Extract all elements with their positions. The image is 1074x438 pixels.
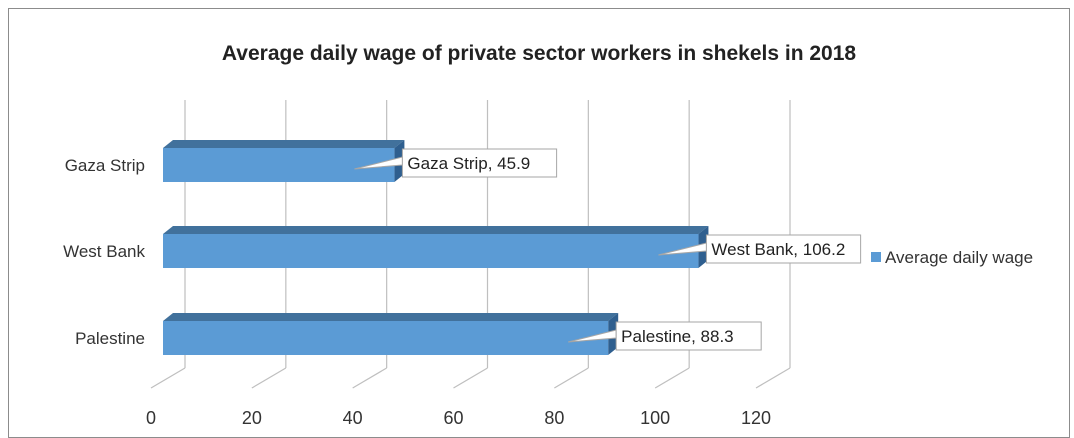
data-label-box [705,234,862,264]
bar-top [163,313,619,321]
gridline-floor [352,367,387,389]
x-tick-label: 60 [443,408,463,428]
gridline-floor [453,367,488,389]
y-tick-label: Palestine [75,329,145,348]
data-label-box [615,321,762,351]
x-tick-label: 80 [544,408,564,428]
x-tick-label: 100 [640,408,670,428]
bar [163,148,395,182]
legend-swatch [871,252,881,262]
bar-top [163,226,709,234]
x-tick-label: 120 [741,408,771,428]
data-label: West Bank, 106.2 [711,240,845,259]
legend-label: Average daily wage [885,248,1033,267]
bar [163,321,609,355]
y-tick-label: Gaza Strip [65,156,145,175]
gridline-floor [755,367,791,389]
x-tick-label: 40 [343,408,363,428]
x-tick-label: 20 [242,408,262,428]
data-label-box [401,148,558,178]
gridline-floor [251,367,287,389]
gridline-floor [554,367,589,389]
bar-top [163,140,405,148]
gridline-floor [654,367,690,389]
bar [163,234,699,268]
gridline-floor [150,367,186,389]
x-tick-label: 0 [146,408,156,428]
data-label: Gaza Strip, 45.9 [407,154,530,173]
data-label: Palestine, 88.3 [621,327,733,346]
y-tick-label: West Bank [63,242,145,261]
chart-title: Average daily wage of private sector wor… [221,42,857,65]
